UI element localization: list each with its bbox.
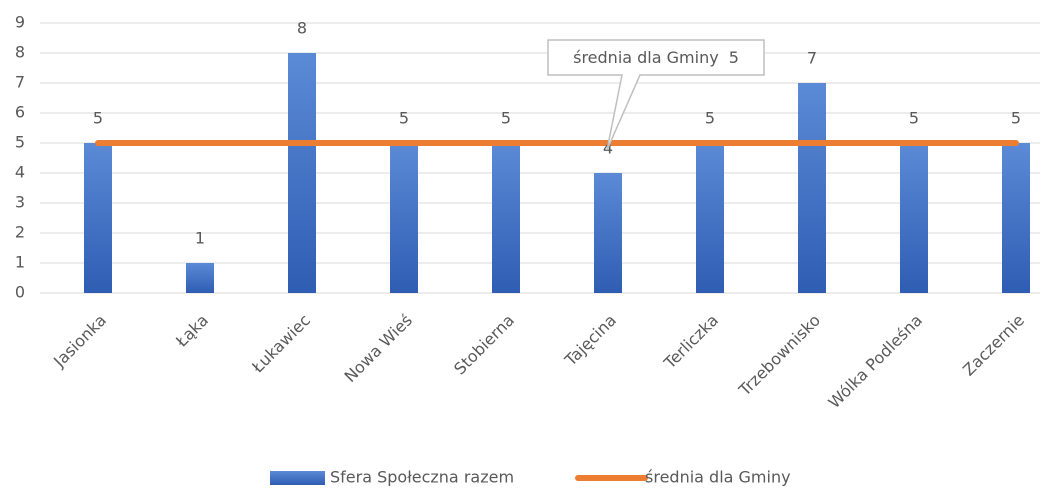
data-label: 5 — [399, 109, 409, 128]
labels: 0 1 2 3 4 5 6 7 8 9 Jasionka Łąka Łukawiec Nowa Wieś S… — [15, 13, 1028, 413]
callout-name: średnia dla Gminy — [573, 48, 719, 67]
data-label: 5 — [909, 109, 919, 128]
bar — [798, 83, 826, 293]
y-tick-label: 7 — [15, 73, 25, 92]
bar — [186, 263, 214, 293]
x-tick-label: Tajęcina — [560, 311, 620, 371]
legend-label: średnia dla Gminy — [645, 468, 791, 487]
y-tick-label: 3 — [15, 193, 25, 212]
x-tick-label: Nowa Wieś — [340, 311, 416, 387]
bar — [492, 143, 520, 293]
callout-box — [547, 39, 765, 151]
x-tick-label: Jasionka — [49, 311, 110, 372]
grid — [40, 22, 1040, 294]
x-tick-label: Stobierna — [450, 311, 518, 379]
legend: Sfera Społeczna razem średnia dla Gminy — [270, 468, 791, 487]
legend-label: Sfera Społeczna razem — [330, 468, 514, 487]
y-tick-label: 8 — [15, 43, 25, 62]
bars — [84, 53, 1030, 293]
bar — [900, 143, 928, 293]
x-tick-label: Zaczernie — [959, 311, 1028, 380]
data-label: 7 — [807, 49, 817, 68]
x-tick-label: Terliczka — [660, 311, 722, 373]
x-tick-label: Łąka — [171, 311, 212, 352]
y-tick-label: 5 — [15, 133, 25, 152]
callout: średnia dla Gminy 5 — [547, 39, 765, 151]
data-label: 5 — [501, 109, 511, 128]
legend-swatch — [270, 471, 325, 485]
y-tick-label: 9 — [15, 13, 25, 32]
data-label: 5 — [93, 109, 103, 128]
data-label: 1 — [195, 229, 205, 248]
y-tick-label: 1 — [15, 253, 25, 272]
bar — [594, 173, 622, 293]
x-tick-label: Łukawiec — [247, 311, 314, 378]
callout-value: 5 — [729, 48, 739, 67]
y-tick-label: 2 — [15, 223, 25, 242]
x-tick-label: Wólka Podleśna — [824, 311, 926, 413]
data-label: 5 — [705, 109, 715, 128]
y-tick-label: 0 — [15, 283, 25, 302]
bar — [288, 53, 316, 293]
bar — [84, 143, 112, 293]
y-tick-label: 4 — [15, 163, 25, 182]
data-label: 8 — [297, 19, 307, 38]
data-label: 5 — [1011, 109, 1021, 128]
bar — [390, 143, 418, 293]
bar — [1002, 143, 1030, 293]
y-tick-label: 6 — [15, 103, 25, 122]
callout-text: średnia dla Gminy 5 — [573, 48, 739, 67]
x-tick-label: Trzebownisko — [734, 311, 824, 401]
bar — [696, 143, 724, 293]
